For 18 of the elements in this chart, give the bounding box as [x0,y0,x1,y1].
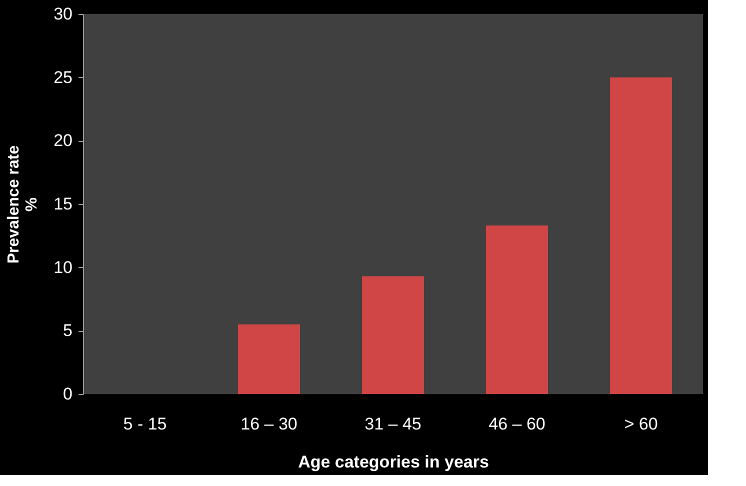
bar [610,77,672,394]
bar [362,276,424,394]
y-tick-label: 15 [54,194,72,214]
x-tick-label: > 60 [624,414,658,434]
y-tick-label: 10 [54,258,72,277]
y-tick-label: 25 [54,68,72,87]
x-tick-label: 16 – 30 [240,414,298,434]
y-tick-label: 30 [54,4,72,24]
y-axis-title: Prevalence rate % [6,145,41,264]
y-tick-label: 5 [63,321,72,340]
y-tick-label: 0 [63,384,72,404]
x-axis-title: Age categories in years [298,452,489,472]
y-tick-label: 20 [54,131,72,150]
x-tick-label: 46 – 60 [488,414,546,434]
x-tick-label: 5 - 15 [123,414,167,434]
bar [486,226,548,394]
x-tick-label: 31 – 45 [364,414,422,434]
bar [238,324,300,394]
